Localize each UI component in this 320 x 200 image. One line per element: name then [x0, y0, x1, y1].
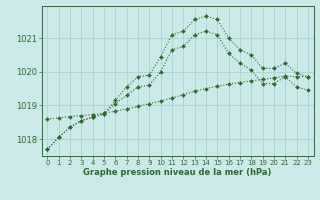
X-axis label: Graphe pression niveau de la mer (hPa): Graphe pression niveau de la mer (hPa) [84, 168, 272, 177]
